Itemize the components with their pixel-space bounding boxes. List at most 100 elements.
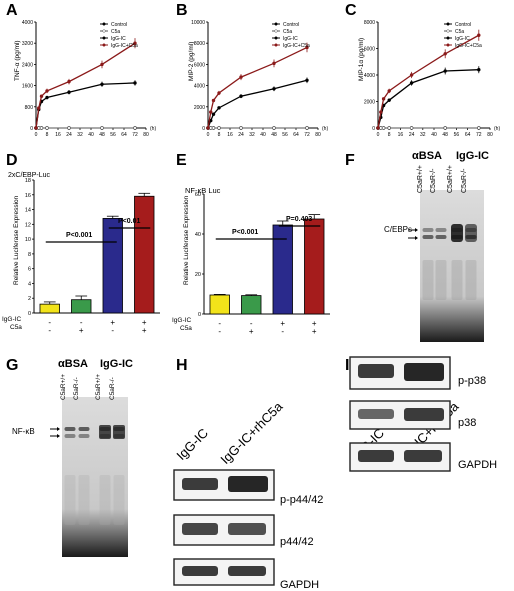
x-tick-label: 80 xyxy=(487,132,493,138)
legend-marker xyxy=(102,22,106,26)
data-point xyxy=(133,41,137,45)
gel-band xyxy=(113,475,125,525)
x-tick-label: 48 xyxy=(271,132,277,138)
data-point xyxy=(100,126,104,130)
panel-label-b: B xyxy=(176,2,188,19)
band-label-cebp: C/EBPs xyxy=(384,225,413,234)
blot-band xyxy=(404,363,444,381)
legend-entry: C5a xyxy=(283,29,292,35)
sign-c5a: + xyxy=(79,326,84,335)
x-tick-label: 56 xyxy=(110,132,116,138)
line-chart-c-svg: 0 2000 4000 6000 8000 0 8 16 24 32 40 48 56 64 72 80(h)… xyxy=(364,20,501,138)
data-point xyxy=(443,52,447,56)
gel-band-strong xyxy=(99,425,111,439)
x-tick-label: 24 xyxy=(238,132,244,138)
panel-label-e: E xyxy=(176,152,187,169)
x-tick-label: 16 xyxy=(55,132,61,138)
x-unit-label: (h) xyxy=(494,126,500,132)
data-point xyxy=(477,126,481,130)
data-point xyxy=(387,126,391,130)
data-point xyxy=(45,89,49,93)
data-point xyxy=(209,126,213,130)
y-tick-label: 6000 xyxy=(194,62,205,68)
legend-entry: C5a xyxy=(455,29,464,35)
y-tick-label: 6 xyxy=(28,267,31,273)
data-point xyxy=(477,67,481,72)
series-line-igg-ic-c5a xyxy=(377,34,480,129)
legend-marker xyxy=(274,29,278,33)
data-point xyxy=(409,126,414,130)
x-tick-label: 48 xyxy=(442,132,448,138)
y-tick-label: 4000 xyxy=(22,20,33,26)
y-tick-label: 0 xyxy=(28,311,31,317)
x-tick-label: 64 xyxy=(121,132,127,138)
gel-background xyxy=(420,190,484,342)
legend-entry: IgG-IC xyxy=(455,36,470,42)
lane-label-f-1: C5aR+/+ xyxy=(417,164,424,193)
gel-band xyxy=(78,475,90,525)
gel-band xyxy=(422,235,434,239)
gel-band xyxy=(435,228,447,232)
x-tick-label: 40 xyxy=(260,132,266,138)
sign-c5a: + xyxy=(142,326,147,335)
gel-band-strong xyxy=(465,224,477,242)
line-chart-b: 0 2000 4000 6000 8000 10000 0 8 16 24 32 40 48 56 64 72… xyxy=(170,0,340,145)
data-point xyxy=(100,62,104,67)
legend-entry: IgG-IC+C5a xyxy=(455,43,482,49)
x-unit-label: (h) xyxy=(150,126,156,132)
sign-c5a: + xyxy=(249,327,254,336)
y-tick-label: 0 xyxy=(198,312,201,318)
data-point xyxy=(305,126,309,130)
blot-label-p4442: p44/42 xyxy=(280,536,314,548)
p-value-e-1: P<0.001 xyxy=(232,229,259,236)
sign-iggic: + xyxy=(110,318,115,327)
data-point xyxy=(100,82,104,86)
sign-iggic: + xyxy=(312,319,317,328)
legend-marker xyxy=(102,43,106,47)
blot-band xyxy=(404,450,442,462)
panel-label-a: A xyxy=(6,2,18,19)
x-tick-label: 72 xyxy=(132,132,138,138)
x-tick-label: 72 xyxy=(304,132,310,138)
y-axis-label-d: Relative Luciferase Expression xyxy=(13,195,20,285)
series-line-igg-ic xyxy=(377,69,479,129)
western-blot-i-svg xyxy=(349,356,451,472)
y-tick-label: 2400 xyxy=(22,62,33,68)
blot-band xyxy=(358,409,394,419)
y-axis-label-c: MIP-1α (pg/ml) xyxy=(358,37,365,81)
data-point xyxy=(67,90,71,94)
bar-4 xyxy=(304,218,325,315)
chart-title-e: NF-κB Luc xyxy=(185,186,221,195)
emsa-gel-f-svg xyxy=(408,190,484,342)
blot-label-pp4442: p-p44/42 xyxy=(280,494,324,506)
blot-band xyxy=(182,523,218,535)
data-point xyxy=(387,98,391,102)
bar-3 xyxy=(102,218,123,314)
data-point xyxy=(409,73,414,77)
data-point xyxy=(211,112,216,116)
x-tick-label: 8 xyxy=(388,132,391,138)
y-tick-label: 4000 xyxy=(194,84,205,90)
series-line-igg-ic-c5a xyxy=(35,42,136,129)
bar-4 xyxy=(134,195,155,314)
bar-chart-d: 2xC/EBP-Luc 0 2 4 6 8 10 12 14 16 18- - - + + - + + Rela… xyxy=(0,150,170,350)
gel-band xyxy=(435,235,447,239)
sign-iggic: - xyxy=(80,318,83,327)
gel-band xyxy=(465,260,477,300)
y-tick-label: 20 xyxy=(195,272,201,278)
y-axis-label-b: MIP-2 (pg/ml) xyxy=(188,41,195,81)
sign-iggic: + xyxy=(142,318,147,327)
legend-entry: IgG-IC xyxy=(111,36,126,42)
data-point xyxy=(67,126,71,130)
blot-band xyxy=(228,566,266,576)
group-label-bsa-f: αBSA xyxy=(412,150,442,162)
y-axis-label-a: TNF-α (pg/ml) xyxy=(14,40,21,81)
sign-c5a: - xyxy=(48,326,51,335)
x-tick-label: 56 xyxy=(282,132,288,138)
gel-band xyxy=(451,260,463,300)
legend-marker xyxy=(102,36,106,40)
lane-label-f-4: C5aR-/- xyxy=(461,168,468,193)
x-tick-label: 32 xyxy=(77,132,83,138)
blot-band xyxy=(228,523,266,535)
x-tick-label: 40 xyxy=(88,132,94,138)
